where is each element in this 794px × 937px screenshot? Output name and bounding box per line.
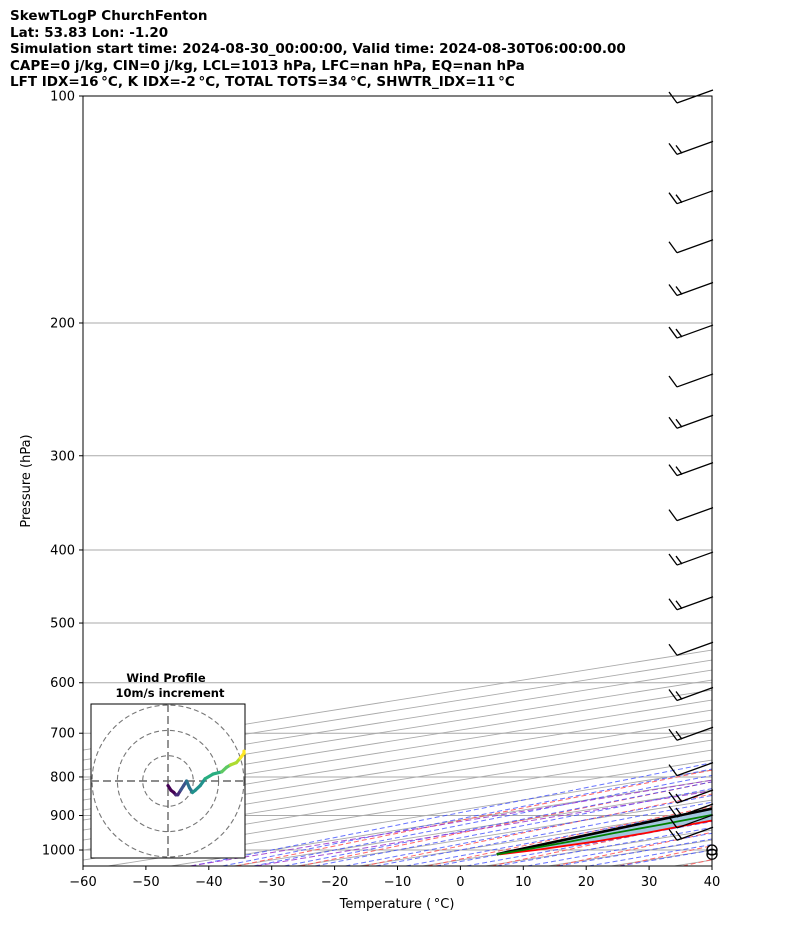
hodograph-ring [91, 704, 245, 858]
temperature-line [499, 819, 712, 856]
y-tick-label: 900 [50, 809, 75, 824]
wind-barb [668, 507, 714, 522]
axes: −60 −50 −40 −30 −20 −10 0 10 20 30 40 1000 900 800 700… [42, 90, 720, 891]
title-location: Lat: 53.83 Lon: -1.20 [10, 24, 169, 41]
wind-barb [668, 789, 714, 804]
wind-barb [668, 726, 714, 741]
wind-barb [668, 686, 714, 702]
x-tick-label: −40 [195, 875, 222, 890]
hodograph-plot [91, 704, 246, 858]
title-stability-indices: LFT IDX=16 °C, K IDX=-2 °C, TOTAL TOTS=3… [10, 74, 515, 90]
y-tick-label: 1000 [42, 844, 75, 859]
x-axis-label: Temperature ( °C) [339, 897, 455, 912]
wind-barb [668, 373, 714, 388]
wind-barb [668, 641, 714, 656]
isotherm [83, 709, 712, 811]
x-tick-label: 10 [515, 875, 532, 890]
dry-adiabat [300, 781, 712, 866]
moist-adiabat [314, 788, 712, 866]
wind-barb [668, 814, 714, 829]
isotherm [83, 699, 712, 801]
wind-barb [668, 803, 714, 818]
y-tick-label: 200 [50, 316, 75, 331]
mixing-ratio-line [190, 779, 712, 866]
x-tick-label: −50 [132, 875, 159, 890]
y-tick-label: 800 [50, 770, 75, 785]
wind-barb [668, 140, 714, 156]
x-tick-label: −10 [384, 875, 411, 890]
hodograph-title: Wind Profile [126, 671, 206, 685]
wind-barb [668, 414, 714, 429]
chart-title-block: SkewTLogP ChurchFenton Lat: 53.83 Lon: -… [10, 8, 780, 91]
x-tick-label: −30 [258, 875, 285, 890]
title-cape-indices: CAPE=0 j/kg, CIN=0 j/kg, LCL=1013 hPa, L… [10, 57, 525, 74]
wind-barb [668, 324, 714, 339]
x-tick-label: 0 [456, 875, 464, 890]
moist-adiabat [253, 774, 712, 866]
parcel-path-line [496, 807, 712, 856]
x-tick-label: 20 [578, 875, 595, 890]
y-tick-label: 400 [50, 543, 75, 558]
x-tick-label: 40 [704, 875, 721, 890]
isotherm [83, 669, 712, 771]
y-tick-label: 700 [50, 727, 75, 742]
profile-lines [496, 807, 712, 856]
dry-adiabat [427, 805, 712, 866]
wind-barb [668, 190, 714, 205]
wind-barb [668, 239, 714, 254]
moist-adiabat [345, 794, 712, 866]
moist-adiabat [191, 762, 712, 866]
moist-adiabat [222, 768, 712, 866]
wind-barb [668, 762, 714, 777]
y-axis-label: Pressure (hPa) [19, 434, 34, 527]
y-tick-label: 300 [50, 449, 75, 464]
isotherm [83, 729, 712, 831]
wind-barb [668, 826, 714, 841]
y-tick-label: 600 [50, 676, 75, 691]
wind-barb [668, 461, 714, 477]
isotherm [83, 689, 712, 791]
y-tick-label: 100 [50, 90, 75, 105]
mixing-ratio-line [255, 790, 712, 866]
x-tick-label: −60 [69, 875, 96, 890]
x-tick-label: −20 [321, 875, 348, 890]
x-tick-label: 30 [641, 875, 658, 890]
hodograph-subtitle: 10m/s increment [116, 686, 225, 700]
title-station: SkewTLogP ChurchFenton [10, 8, 208, 24]
isotherm [83, 679, 712, 781]
wind-barb [668, 281, 714, 297]
y-tick-label: 500 [50, 617, 75, 632]
dewpoint-line [496, 813, 712, 856]
wind-barb [668, 551, 714, 566]
title-times: Simulation start time: 2024-08-30_00:00:… [10, 41, 626, 57]
wind-barb [668, 596, 714, 611]
isotherm [83, 719, 712, 821]
